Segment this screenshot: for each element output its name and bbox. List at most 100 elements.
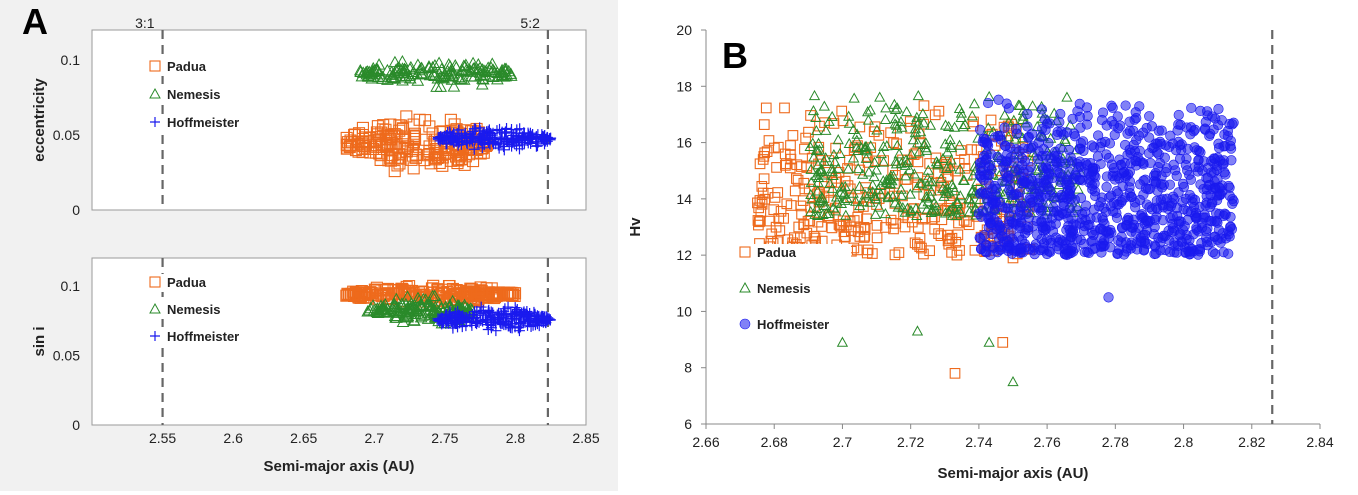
data-point bbox=[1054, 210, 1065, 221]
data-point bbox=[1227, 119, 1238, 130]
data-point bbox=[414, 61, 428, 73]
data-point bbox=[468, 143, 480, 155]
data-point bbox=[992, 151, 1003, 163]
data-point bbox=[478, 64, 492, 76]
data-point bbox=[939, 207, 952, 218]
data-point bbox=[378, 306, 391, 318]
data-point bbox=[1026, 142, 1037, 153]
data-point bbox=[869, 208, 882, 219]
data-point bbox=[458, 158, 471, 171]
data-point bbox=[826, 165, 839, 177]
legend-backdrop bbox=[739, 280, 851, 298]
data-point bbox=[476, 63, 489, 75]
data-point bbox=[1038, 245, 1050, 256]
data-point bbox=[932, 159, 944, 170]
legend-marker bbox=[739, 318, 751, 330]
legend-entry-nemesis: Nemesis bbox=[149, 86, 261, 104]
data-point bbox=[425, 286, 439, 299]
data-point bbox=[859, 141, 871, 152]
data-point bbox=[946, 178, 958, 189]
y-tick-label: 18 bbox=[676, 78, 692, 94]
data-point bbox=[999, 122, 1010, 133]
data-point bbox=[948, 121, 961, 132]
data-point bbox=[1144, 183, 1155, 195]
data-point bbox=[966, 110, 978, 121]
data-point bbox=[1134, 145, 1145, 156]
data-point bbox=[810, 124, 823, 136]
legend-entry-nemesis: Nemesis bbox=[739, 280, 851, 298]
data-point bbox=[498, 137, 510, 149]
data-point bbox=[989, 214, 1000, 225]
data-point bbox=[918, 117, 930, 128]
data-point bbox=[391, 159, 404, 172]
data-point bbox=[771, 162, 782, 173]
data-point bbox=[1194, 201, 1205, 213]
data-point bbox=[805, 205, 817, 217]
data-point bbox=[401, 290, 414, 302]
data-point bbox=[882, 191, 894, 203]
data-point bbox=[1153, 162, 1164, 173]
chart-2: 6 8 10 12 14 16 18 20 2.66 2.68 2.7 2.72 2.74 2.76 2.7… bbox=[627, 22, 1334, 482]
x-tick-label: 2.8 bbox=[1174, 434, 1194, 450]
data-point bbox=[853, 180, 866, 191]
data-point bbox=[861, 247, 873, 259]
data-point bbox=[1188, 126, 1199, 137]
data-point bbox=[1088, 204, 1099, 215]
data-point bbox=[920, 144, 933, 155]
data-point bbox=[440, 130, 452, 142]
data-point bbox=[1125, 147, 1136, 159]
data-point bbox=[412, 286, 425, 299]
data-point bbox=[1042, 164, 1053, 175]
data-point bbox=[911, 137, 924, 148]
data-point bbox=[932, 157, 944, 168]
data-point bbox=[756, 181, 768, 192]
data-point bbox=[485, 57, 499, 69]
data-point bbox=[1040, 223, 1051, 234]
data-point bbox=[971, 144, 983, 156]
data-point bbox=[407, 136, 421, 149]
data-point bbox=[1156, 171, 1167, 182]
data-point bbox=[1213, 224, 1225, 235]
data-point bbox=[847, 187, 859, 198]
data-point bbox=[440, 310, 452, 322]
legend-entry-hoffmeister: Hoffmeister bbox=[739, 316, 851, 334]
data-point bbox=[1144, 132, 1155, 143]
data-point bbox=[361, 291, 374, 304]
data-point bbox=[1147, 142, 1158, 154]
data-point bbox=[899, 221, 911, 233]
data-point bbox=[1129, 197, 1140, 208]
data-point bbox=[460, 320, 472, 332]
data-point bbox=[915, 177, 928, 188]
resonance-label: 3:1 bbox=[135, 15, 155, 31]
data-point bbox=[464, 131, 476, 143]
data-point bbox=[1146, 204, 1158, 215]
data-point bbox=[415, 299, 429, 312]
data-point bbox=[351, 290, 365, 303]
data-point bbox=[946, 232, 958, 244]
data-point bbox=[880, 222, 891, 233]
legend-backdrop bbox=[739, 316, 851, 334]
data-point bbox=[544, 314, 556, 326]
legend-backdrop bbox=[149, 301, 261, 319]
data-point bbox=[428, 303, 442, 316]
data-point bbox=[809, 208, 821, 219]
data-point bbox=[1052, 167, 1063, 178]
data-point bbox=[863, 166, 875, 177]
data-point bbox=[357, 136, 370, 149]
y-axis-title: sin i bbox=[31, 326, 48, 356]
data-point bbox=[1058, 129, 1069, 140]
data-point bbox=[875, 188, 887, 199]
y-tick-label: 0.05 bbox=[53, 127, 80, 143]
data-point bbox=[871, 199, 882, 210]
data-point bbox=[1155, 195, 1166, 206]
data-point bbox=[979, 137, 990, 148]
data-point bbox=[1054, 116, 1065, 128]
legend-marker bbox=[739, 246, 751, 258]
data-point bbox=[1060, 243, 1071, 254]
data-point bbox=[1069, 131, 1081, 142]
data-point bbox=[1123, 215, 1134, 226]
data-point bbox=[923, 175, 936, 186]
data-point bbox=[525, 321, 537, 333]
data-point bbox=[1138, 189, 1149, 200]
data-point bbox=[1125, 240, 1136, 251]
